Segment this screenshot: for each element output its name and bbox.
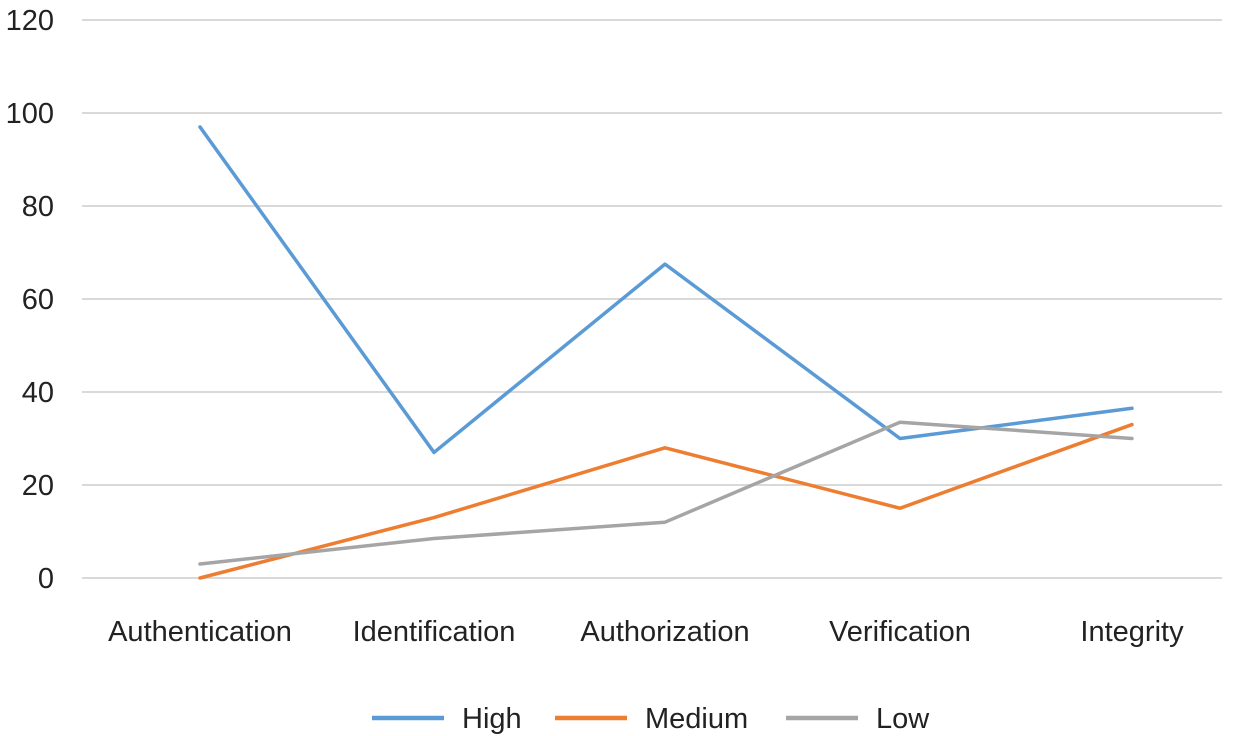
y-tick-label: 80 (22, 191, 54, 223)
y-axis: 0 20 40 60 80 100 120 (6, 5, 54, 595)
y-tick-label: 60 (22, 284, 54, 316)
x-tick-label: Integrity (1080, 616, 1184, 648)
y-tick-label: 120 (6, 5, 54, 37)
x-tick-label: Verification (829, 616, 971, 648)
x-tick-label: Identification (353, 616, 516, 648)
grid-lines (82, 19, 1222, 579)
y-tick-label: 40 (22, 377, 54, 409)
y-tick-label: 20 (22, 470, 54, 502)
x-tick-label: Authentication (108, 616, 292, 648)
x-axis: Authentication Identification Authorizatio… (108, 616, 1184, 648)
y-tick-label: 100 (6, 98, 54, 130)
series-line-medium (198, 422, 1134, 580)
legend: High Medium Low (372, 703, 930, 735)
series-line-low (198, 420, 1134, 566)
legend-label-low: Low (876, 703, 930, 735)
y-tick-label: 0 (38, 563, 54, 595)
x-tick-label: Authorization (580, 616, 749, 648)
legend-label-high: High (462, 703, 522, 735)
series-group (198, 125, 1134, 580)
series-line-high (198, 125, 1134, 455)
legend-label-medium: Medium (645, 703, 748, 735)
